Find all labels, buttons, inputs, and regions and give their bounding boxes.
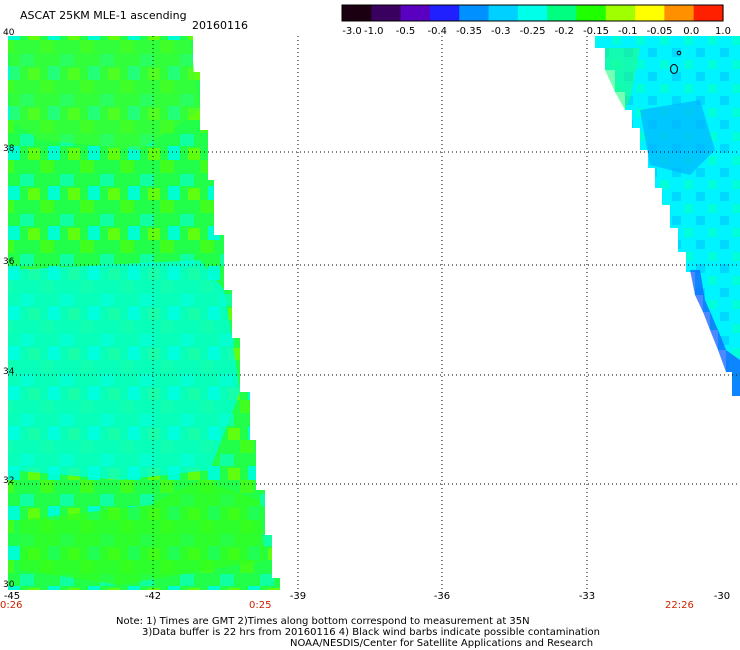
left-swath-green-top bbox=[10, 40, 200, 150]
lat-label-36: 36 bbox=[3, 257, 15, 267]
time-right: 22:26 bbox=[665, 600, 694, 611]
colorbar-swatch bbox=[664, 5, 695, 21]
lat-label-40: 40 bbox=[3, 28, 15, 38]
left-swath-cyan-region bbox=[8, 260, 240, 480]
colorbar-label: -1.0 bbox=[363, 26, 384, 37]
colorbar-label: 0.0 bbox=[683, 26, 700, 37]
colorbar-label: -0.4 bbox=[427, 26, 448, 37]
colorbar-label: 1.0 bbox=[715, 26, 731, 37]
colorbar-label: -0.2 bbox=[554, 26, 575, 37]
contamination-dot bbox=[676, 50, 682, 56]
colorbar-label: -0.25 bbox=[519, 26, 546, 37]
colorbar-swatch bbox=[605, 5, 636, 21]
colorbar-label: -0.05 bbox=[646, 26, 673, 37]
lat-label-30: 30 bbox=[3, 580, 15, 590]
contamination-barb bbox=[669, 63, 679, 75]
colorbar-swatch bbox=[488, 5, 519, 21]
colorbar-swatch bbox=[371, 5, 402, 21]
colorbar-label: -0.15 bbox=[583, 26, 609, 37]
colorbar-label: -0.1 bbox=[617, 26, 638, 37]
left-swath-green-patch bbox=[20, 480, 265, 585]
colorbar-swatch bbox=[342, 5, 372, 21]
colorbar-swatch bbox=[459, 5, 490, 21]
footer-credit: NOAA/NESDIS/Center for Satellite Applica… bbox=[290, 638, 594, 649]
lon-label-36: -36 bbox=[433, 591, 451, 602]
colorbar-swatch bbox=[517, 5, 548, 21]
time-left-end: 0:25 bbox=[249, 600, 272, 611]
lat-label-38: 38 bbox=[3, 144, 15, 154]
right-swath-blue-region bbox=[640, 100, 715, 175]
lon-label-33: -33 bbox=[578, 591, 596, 602]
colorbar-label: -0.3 bbox=[490, 26, 511, 37]
footer-note-line2: 3)Data buffer is 22 hrs from 20160116 4)… bbox=[142, 627, 600, 638]
lat-label-32: 32 bbox=[3, 476, 15, 486]
lon-label-30: -30 bbox=[713, 591, 731, 602]
right-swath-blue-edge bbox=[690, 270, 740, 396]
colorbar-frame bbox=[341, 4, 724, 22]
lon-label-39: -39 bbox=[289, 591, 307, 602]
product-date: 20160116 bbox=[192, 19, 248, 32]
colorbar-label: -0.35 bbox=[456, 26, 482, 37]
lon-label-45: -45 bbox=[3, 591, 21, 602]
lat-label-34: 34 bbox=[3, 367, 15, 377]
footer-note-line1: Note: 1) Times are GMT 2)Times along bot… bbox=[116, 616, 530, 627]
colorbar bbox=[341, 4, 724, 22]
colorbar-swatch bbox=[635, 5, 665, 21]
colorbar-label: -0.5 bbox=[395, 26, 416, 37]
product-title: ASCAT 25KM MLE-1 ascending bbox=[20, 9, 187, 22]
time-left-start: 0:26 bbox=[0, 600, 23, 611]
colorbar-swatch bbox=[400, 5, 431, 21]
graticule bbox=[8, 36, 738, 590]
right-swath-green-edge bbox=[605, 48, 640, 110]
colorbar-swatch bbox=[576, 5, 607, 21]
lon-label-42: -42 bbox=[144, 591, 162, 602]
colorbar-swatch bbox=[547, 5, 578, 21]
colorbar-swatch bbox=[429, 5, 460, 21]
colorbar-label: -3.0 bbox=[342, 26, 362, 37]
colorbar-swatch bbox=[693, 5, 724, 21]
